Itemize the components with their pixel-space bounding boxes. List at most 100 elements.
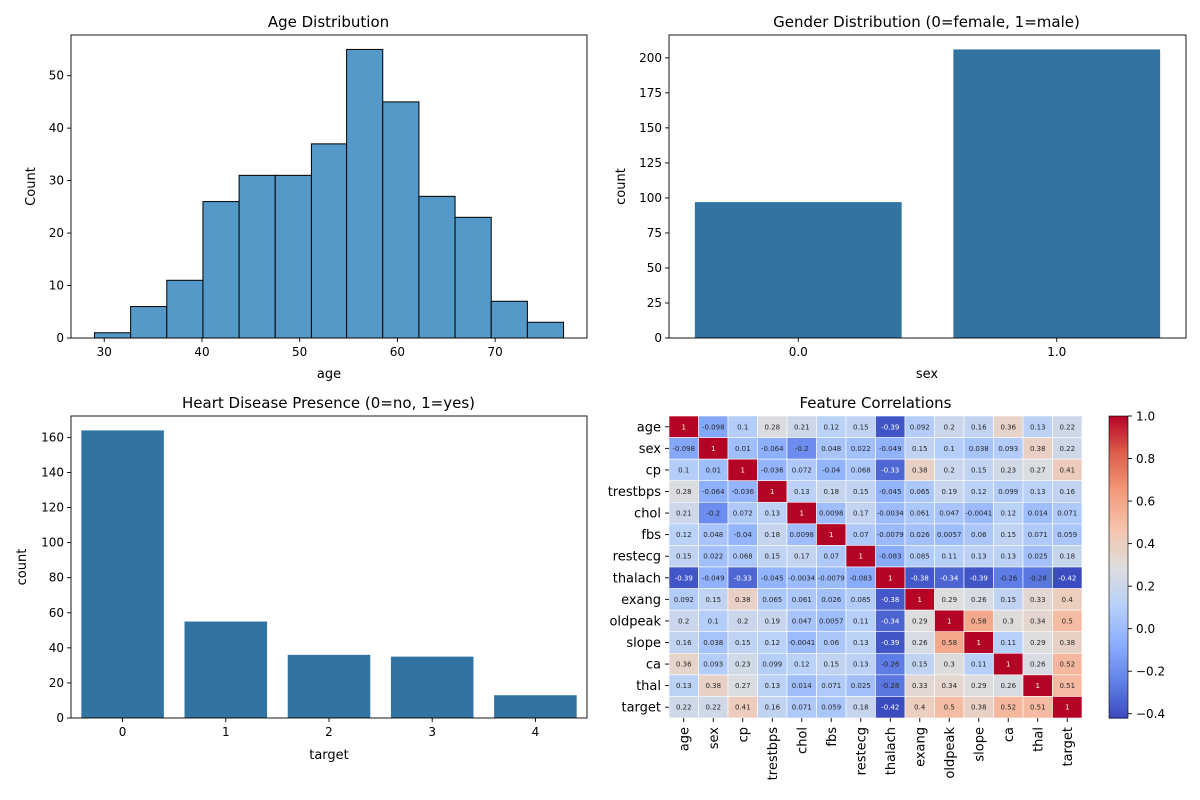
gender-y-ticks: 0 25 50 75 100 125 150 175 200 bbox=[639, 51, 669, 345]
heatmap-cell-value: 0.1 bbox=[944, 445, 955, 453]
age-x-tick-label: 30 bbox=[97, 345, 112, 359]
heatmap-cell-value: 0.059 bbox=[1057, 531, 1077, 539]
heatmap-cell-value: 0.12 bbox=[764, 639, 780, 647]
age-plot-frame bbox=[70, 34, 588, 339]
colorbar-segment bbox=[1109, 418, 1128, 422]
gender-bar-1.0 bbox=[953, 49, 1161, 339]
heatmap-cell-value: -0.33 bbox=[734, 574, 752, 582]
colorbar-segment bbox=[1109, 629, 1128, 634]
heatmap-cell-value: 0.33 bbox=[912, 682, 928, 690]
colorbar-segment bbox=[1109, 483, 1128, 488]
heatmap-cell-value: 0.28 bbox=[676, 488, 692, 496]
heart-disease-y-tick-label: 80 bbox=[49, 571, 64, 585]
heatmap-cell-value: 1 bbox=[1036, 682, 1040, 690]
age-chart-title: Age Distribution bbox=[268, 13, 389, 31]
colorbar-segment bbox=[1109, 534, 1128, 538]
heatmap-cell-value: 0.29 bbox=[971, 682, 987, 690]
colorbar-segment bbox=[1109, 662, 1128, 666]
heatmap-cell-value: 0.38 bbox=[912, 466, 928, 474]
heatmap-cell-value: 0.15 bbox=[764, 553, 780, 561]
colorbar-segment bbox=[1109, 546, 1128, 550]
heatmap-cell-value: -0.045 bbox=[761, 574, 784, 582]
heatmap-cell-value: 0.085 bbox=[910, 553, 930, 561]
heart-disease-chart-title: Heart Disease Presence (0=no, 1=yes) bbox=[182, 394, 475, 412]
heatmap-cell-value: 0.022 bbox=[703, 553, 723, 561]
colorbar-segment bbox=[1109, 463, 1128, 467]
heatmap-cell-value: 0.072 bbox=[792, 466, 812, 474]
heatmap-cell-value: -0.04 bbox=[734, 531, 753, 539]
colorbar-segment bbox=[1109, 705, 1128, 709]
heatmap-cell-value: 0.038 bbox=[969, 445, 989, 453]
heatmap-cell-value: 0.38 bbox=[971, 704, 987, 712]
gender-y-tick-label: 100 bbox=[639, 191, 662, 205]
heatmap-cell-value: 0.1 bbox=[737, 423, 748, 431]
colorbar-segment bbox=[1109, 491, 1128, 495]
heatmap-cell-value: -0.04 bbox=[822, 466, 841, 474]
heatmap-cell-value: -0.049 bbox=[879, 445, 902, 453]
heart-disease-y-tick-label: 60 bbox=[49, 606, 64, 620]
colorbar-segment bbox=[1109, 617, 1128, 621]
heatmap-cell-value: 0.068 bbox=[733, 553, 753, 561]
heatmap-cell-value: 0.38 bbox=[1059, 639, 1075, 647]
colorbar-segment bbox=[1109, 650, 1128, 654]
age-y-tick-label: 0 bbox=[56, 331, 64, 345]
heart-disease-plot-frame bbox=[70, 415, 588, 719]
heatmap-cell-value: 0.072 bbox=[733, 510, 753, 518]
colorbar-segment bbox=[1109, 529, 1128, 533]
colorbar-segment bbox=[1109, 473, 1128, 477]
colorbar-segment bbox=[1109, 456, 1128, 460]
colorbar-segment bbox=[1109, 572, 1128, 576]
heatmap-cell-value: 0.18 bbox=[764, 531, 780, 539]
age-x-ticks: 30 40 50 60 70 bbox=[97, 338, 503, 359]
colorbar-segment bbox=[1109, 436, 1128, 440]
colorbar-segment bbox=[1109, 556, 1128, 561]
heatmap-column-label: thalach bbox=[884, 727, 899, 775]
colorbar-segment bbox=[1109, 506, 1128, 510]
age-y-label: Count bbox=[24, 167, 39, 206]
heart-disease-x-ticks: 0 1 2 3 4 bbox=[119, 718, 539, 739]
colorbar-segment bbox=[1109, 655, 1128, 659]
colorbar-segment bbox=[1109, 594, 1128, 598]
colorbar-segment bbox=[1109, 544, 1128, 548]
heatmap-cell-value: 0.061 bbox=[910, 510, 930, 518]
heatmap-cell-value: 1 bbox=[859, 553, 863, 561]
heatmap-cell-value: 0.01 bbox=[735, 445, 751, 453]
heatmap-cell-value: 0.36 bbox=[1000, 423, 1016, 431]
heatmap-cell-value: 0.51 bbox=[1030, 704, 1046, 712]
heatmap-cell-value: 0.092 bbox=[674, 596, 694, 604]
colorbar-segment bbox=[1109, 466, 1128, 470]
heatmap-cell-value: 0.01 bbox=[705, 466, 721, 474]
heatmap-cell-value: -0.39 bbox=[881, 639, 899, 647]
heatmap-cell-value: -0.38 bbox=[911, 574, 929, 582]
heatmap-cell-value: 0.065 bbox=[910, 488, 930, 496]
heatmap-cell-value: 0.06 bbox=[971, 531, 987, 539]
heatmap-cell-value: 0.52 bbox=[1059, 661, 1075, 669]
heatmap-cell-value: 0.2 bbox=[678, 617, 689, 625]
colorbar-segment bbox=[1109, 602, 1128, 606]
heatmap-cell-value: 0.15 bbox=[912, 445, 928, 453]
colorbar-segment bbox=[1109, 647, 1128, 651]
heatmap-cell-value: -0.28 bbox=[881, 682, 899, 690]
colorbar-segment bbox=[1109, 599, 1128, 603]
colorbar-segment bbox=[1109, 700, 1128, 704]
colorbar-segment bbox=[1109, 438, 1128, 442]
colorbar-segment bbox=[1109, 471, 1128, 475]
heatmap-cell-value: 0.15 bbox=[971, 466, 987, 474]
age-y-tick-label: 50 bbox=[49, 69, 64, 83]
colorbar-segment bbox=[1109, 695, 1128, 699]
heatmap-cell-value: 1 bbox=[800, 510, 804, 518]
colorbar-segment bbox=[1109, 514, 1128, 518]
colorbar-segment bbox=[1109, 549, 1128, 553]
heatmap-cell-value: 0.27 bbox=[735, 682, 751, 690]
heart-disease-y-tick-label: 40 bbox=[49, 641, 64, 655]
heatmap-cell-value: 0.21 bbox=[676, 510, 692, 518]
heatmap-cell-value: 0.41 bbox=[735, 704, 751, 712]
age-x-tick-label: 70 bbox=[487, 345, 502, 359]
heatmap-cell-value: 0.047 bbox=[792, 617, 812, 625]
gender-y-tick-label: 75 bbox=[647, 226, 662, 240]
heart-disease-y-tick-label: 140 bbox=[41, 465, 64, 479]
heatmap-cell-value: 0.11 bbox=[853, 617, 869, 625]
age-bin-bar-7 bbox=[346, 48, 384, 339]
colorbar-segment bbox=[1109, 521, 1128, 525]
heatmap-cell-value: 0.2 bbox=[944, 466, 955, 474]
